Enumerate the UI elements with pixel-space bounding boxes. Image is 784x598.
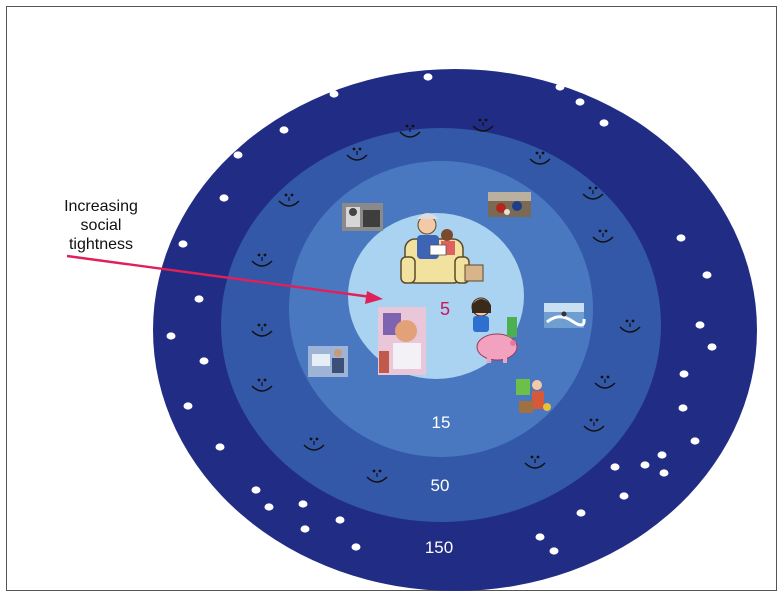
- dot-icon: [183, 402, 193, 410]
- ring-label-15: 15: [432, 413, 451, 432]
- dot-icon: [640, 461, 650, 469]
- dot-icon: [199, 357, 209, 365]
- tightness-arrow: [66, 254, 383, 304]
- dot-icon: [351, 543, 361, 551]
- dot-icon: [369, 55, 379, 63]
- smiley-icon: [251, 378, 273, 392]
- girl-piggy-bank-clipart: [471, 297, 518, 363]
- dot-icon: [251, 486, 261, 494]
- ring-label-50: 50: [431, 476, 450, 495]
- dot-icon: [659, 469, 669, 477]
- grayscale-photo: [342, 203, 383, 231]
- dot-icon: [219, 194, 229, 202]
- dot-icon: [423, 73, 433, 81]
- dot-icon: [690, 437, 700, 445]
- dot-icon: [576, 509, 586, 517]
- middle-ring-smileys: [251, 118, 641, 483]
- caption-line-1: Increasing: [64, 198, 138, 215]
- dot-icon: [707, 343, 717, 351]
- gardener-clipart: [516, 379, 551, 413]
- smiley-icon: [583, 418, 605, 432]
- dot-icon: [657, 451, 667, 459]
- dot-icon: [329, 90, 339, 98]
- social-circles-diagram: 150 50 15 5: [64, 55, 757, 591]
- dot-icon: [549, 547, 559, 555]
- dot-icon: [194, 295, 204, 303]
- smiley-icon: [582, 186, 604, 200]
- dot-icon: [676, 234, 686, 242]
- smiley-icon: [346, 147, 368, 161]
- dot-icon: [575, 98, 585, 106]
- caption-line-3: tightness: [69, 236, 133, 253]
- dot-icon: [298, 500, 308, 508]
- smiley-icon: [524, 455, 546, 469]
- smiley-icon: [303, 437, 325, 451]
- dot-icon: [619, 492, 629, 500]
- dot-icon: [166, 332, 176, 340]
- dot-icon: [535, 533, 545, 541]
- dot-icon: [555, 83, 565, 91]
- dot-icon: [678, 404, 688, 412]
- smiley-icon: [594, 375, 616, 389]
- dot-icon: [695, 321, 705, 329]
- cyclists-photo: [488, 192, 531, 217]
- office-photo: [308, 346, 348, 377]
- family-reading-clipart: [400, 213, 484, 284]
- ring-label-150: 150: [425, 538, 453, 557]
- dot-icon: [178, 240, 188, 248]
- smiley-icon: [399, 124, 421, 138]
- smiley-icon: [366, 469, 388, 483]
- smiley-icon: [251, 253, 273, 267]
- dot-icon: [264, 503, 274, 511]
- dot-icon: [610, 463, 620, 471]
- dot-icon: [215, 443, 225, 451]
- dot-icon: [233, 151, 243, 159]
- dot-icon: [279, 126, 289, 134]
- surf-photo: [544, 303, 586, 328]
- dot-icon: [335, 516, 345, 524]
- dot-icon: [702, 271, 712, 279]
- dot-icon: [516, 67, 526, 75]
- smiley-icon: [619, 319, 641, 333]
- child-computer-photo: [378, 307, 426, 375]
- smiley-icon: [529, 151, 551, 165]
- smiley-icon: [278, 193, 300, 207]
- smiley-icon: [251, 323, 273, 337]
- smiley-icon: [472, 118, 494, 132]
- outer-ring-dots: [166, 55, 717, 555]
- dot-icon: [599, 119, 609, 127]
- ring-label-5: 5: [440, 299, 450, 319]
- dot-icon: [679, 370, 689, 378]
- smiley-icon: [592, 229, 614, 243]
- caption-line-2: social: [81, 217, 122, 234]
- figure-frame: 150 50 15 5: [6, 6, 777, 591]
- dot-icon: [300, 525, 310, 533]
